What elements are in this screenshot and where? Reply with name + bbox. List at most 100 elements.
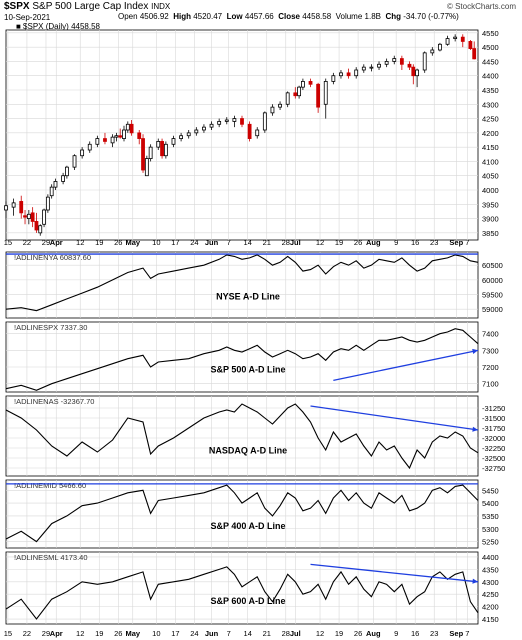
- series-line: [5, 566, 479, 620]
- candle-body: [285, 92, 290, 105]
- candle-body: [407, 63, 412, 68]
- candle-body: [114, 135, 119, 138]
- x-tick-label: 17: [171, 629, 179, 638]
- open-value: 4506.92: [139, 12, 169, 21]
- candle-body: [72, 155, 77, 168]
- symbol-title: $SPX S&P 500 Large Cap Index INDX: [4, 1, 170, 12]
- series-line: [5, 328, 479, 391]
- candle-body: [171, 138, 176, 145]
- x-tick-label: 16: [411, 238, 419, 247]
- series-label: S&P 400 A-D Line: [210, 521, 285, 531]
- x-tick-label: 29: [42, 238, 50, 247]
- y-tick-label: 59500: [482, 291, 503, 300]
- index-name: S&P 500 Large Cap Index: [32, 1, 149, 12]
- x-tick-label: Jun: [205, 629, 219, 638]
- x-tick-label: 12: [316, 238, 324, 247]
- y-tick-label: -32000: [482, 434, 505, 443]
- candle-body: [240, 118, 244, 125]
- y-tick-label: 4150: [482, 615, 499, 624]
- candle-body: [141, 138, 145, 171]
- panel-frame: [5, 479, 479, 549]
- close-label: Close: [278, 12, 300, 21]
- x-tick-label: 15: [4, 238, 12, 247]
- x-tick-label: 19: [95, 629, 103, 638]
- series-name: !ADLINEMID 5466.60: [14, 481, 86, 490]
- series-label: NASDAQ A-D Line: [209, 446, 287, 456]
- candle-body: [270, 106, 275, 114]
- x-tick-label: 7: [465, 238, 469, 247]
- x-tick-label: 23: [430, 629, 438, 638]
- y-tick-label: 5400: [482, 499, 499, 508]
- panel-frame: [5, 321, 479, 393]
- x-tick-label: 19: [95, 238, 103, 247]
- y-tick-label: -31500: [482, 414, 505, 423]
- y-tick-label: 4350: [482, 86, 499, 95]
- panel-frame: [5, 551, 479, 625]
- candle-body: [224, 119, 229, 122]
- high-label: High: [173, 12, 191, 21]
- x-tick-label: 22: [23, 629, 31, 638]
- y-tick-label: 4400: [482, 72, 499, 81]
- series-line: [5, 484, 479, 543]
- candle-body: [293, 92, 298, 97]
- y-tick-label: 4500: [482, 43, 499, 52]
- low-label: Low: [226, 12, 243, 21]
- candle-body: [148, 146, 153, 159]
- date: 10-Sep-2021: [4, 13, 51, 22]
- watermark: © StockCharts.com: [446, 2, 516, 11]
- candle-body: [202, 126, 206, 131]
- low-value: 4457.66: [244, 12, 274, 21]
- x-tick-label: 7: [465, 629, 469, 638]
- y-tick-label: 3950: [482, 200, 499, 209]
- y-tick-label: -31750: [482, 424, 505, 433]
- x-tick-label: 16: [411, 629, 419, 638]
- series-name: !ADLINENYA 60837.60: [14, 253, 91, 262]
- y-tick-label: 4350: [482, 565, 499, 574]
- y-tick-label: 7300: [482, 346, 499, 355]
- candle-body: [186, 132, 191, 137]
- candle-body: [122, 129, 126, 139]
- x-tick-label: 21: [263, 238, 271, 247]
- candle-body: [460, 36, 465, 42]
- y-tick-label: 59000: [482, 305, 503, 314]
- x-tick-label: 9: [394, 238, 398, 247]
- candle-body: [45, 196, 50, 211]
- candle-body: [411, 66, 416, 77]
- chg-value: -34.70 (-0.77%): [403, 12, 459, 21]
- candle-body: [194, 129, 199, 134]
- y-tick-label: -32750: [482, 464, 505, 473]
- candle-body: [217, 121, 222, 125]
- y-tick-label: 4300: [482, 100, 499, 109]
- candle-body: [339, 72, 343, 77]
- candle-body: [30, 212, 35, 222]
- candle-body: [468, 41, 473, 49]
- candle-body: [49, 186, 54, 197]
- candle-body: [392, 58, 397, 62]
- x-tick-label: Jun: [205, 238, 219, 247]
- high-value: 4520.47: [193, 12, 223, 21]
- candle-body: [61, 175, 65, 182]
- y-tick-label: -31250: [482, 404, 505, 413]
- x-tick-label: 26: [114, 238, 122, 247]
- candle-body: [430, 49, 435, 54]
- candle-body: [472, 48, 477, 60]
- candle-body: [103, 138, 107, 142]
- y-tick-label: 7100: [482, 380, 499, 389]
- series-name: !ADLINESPX 7337.30: [14, 323, 87, 332]
- candle-body: [308, 81, 313, 85]
- close-value: 4458.58: [302, 12, 332, 21]
- candle-body: [118, 135, 123, 138]
- candle-body: [369, 66, 374, 69]
- candle-body: [297, 86, 301, 97]
- candle-body: [453, 36, 458, 39]
- x-tick-label: 15: [4, 629, 12, 638]
- volume-label: Volume: [335, 12, 363, 21]
- candle-body: [23, 215, 27, 218]
- candle-body: [232, 118, 237, 122]
- candle-body: [137, 132, 142, 139]
- annotation-arrowhead: [472, 426, 478, 432]
- panel-2: 7100 7200 7300 7400 !ADLINESPX 7337.30 S&P 50…: [5, 321, 499, 393]
- x-tick-label: Aug: [366, 238, 381, 247]
- y-tick-label: 5450: [482, 486, 499, 495]
